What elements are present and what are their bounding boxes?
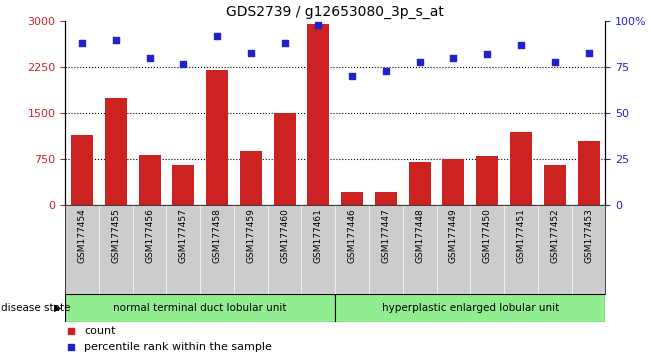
Bar	[409, 162, 431, 205]
Text: GSM177453: GSM177453	[584, 208, 593, 263]
Point	[178, 61, 189, 67]
Bar	[206, 70, 228, 205]
Point	[347, 74, 357, 79]
Bar	[577, 141, 600, 205]
Bar	[443, 159, 464, 205]
Point	[212, 33, 222, 39]
Bar	[544, 165, 566, 205]
Text: GSM177455: GSM177455	[111, 208, 120, 263]
Bar	[240, 151, 262, 205]
Text: GSM177447: GSM177447	[381, 208, 391, 263]
Point	[77, 40, 87, 46]
Text: GSM177451: GSM177451	[516, 208, 525, 263]
Bar	[273, 113, 296, 205]
Point	[381, 68, 391, 74]
Point	[583, 50, 594, 55]
Text: ▶: ▶	[54, 303, 62, 313]
Bar	[477, 156, 498, 205]
Bar	[335, 294, 605, 322]
Bar	[173, 165, 194, 205]
Text: percentile rank within the sample: percentile rank within the sample	[84, 342, 272, 352]
Point	[145, 55, 155, 61]
Point	[449, 55, 459, 61]
Text: normal terminal duct lobular unit: normal terminal duct lobular unit	[113, 303, 287, 313]
Text: GSM177457: GSM177457	[179, 208, 187, 263]
Point	[245, 50, 256, 55]
Text: GSM177456: GSM177456	[145, 208, 154, 263]
Text: GSM177449: GSM177449	[449, 208, 458, 263]
Text: disease state: disease state	[1, 303, 70, 313]
Text: GSM177459: GSM177459	[246, 208, 255, 263]
Bar	[341, 192, 363, 205]
Bar	[71, 135, 93, 205]
Bar	[65, 294, 335, 322]
Point	[516, 42, 526, 48]
Bar	[307, 24, 329, 205]
Text: GSM177446: GSM177446	[348, 208, 357, 263]
Bar	[105, 98, 127, 205]
Text: hyperplastic enlarged lobular unit: hyperplastic enlarged lobular unit	[381, 303, 559, 313]
Text: GSM177461: GSM177461	[314, 208, 323, 263]
Text: count: count	[84, 326, 115, 336]
Text: GSM177460: GSM177460	[280, 208, 289, 263]
Title: GDS2739 / g12653080_3p_s_at: GDS2739 / g12653080_3p_s_at	[227, 5, 444, 19]
Point	[279, 40, 290, 46]
Bar	[139, 155, 161, 205]
Point	[111, 37, 121, 42]
Bar	[375, 193, 397, 205]
Text: GSM177448: GSM177448	[415, 208, 424, 263]
Text: GSM177450: GSM177450	[483, 208, 492, 263]
Bar	[510, 132, 532, 205]
Point	[549, 59, 560, 64]
Point	[415, 59, 425, 64]
Text: GSM177452: GSM177452	[550, 208, 559, 263]
Text: GSM177458: GSM177458	[213, 208, 221, 263]
Point	[313, 22, 324, 28]
Point	[482, 52, 492, 57]
Text: GSM177454: GSM177454	[77, 208, 87, 263]
